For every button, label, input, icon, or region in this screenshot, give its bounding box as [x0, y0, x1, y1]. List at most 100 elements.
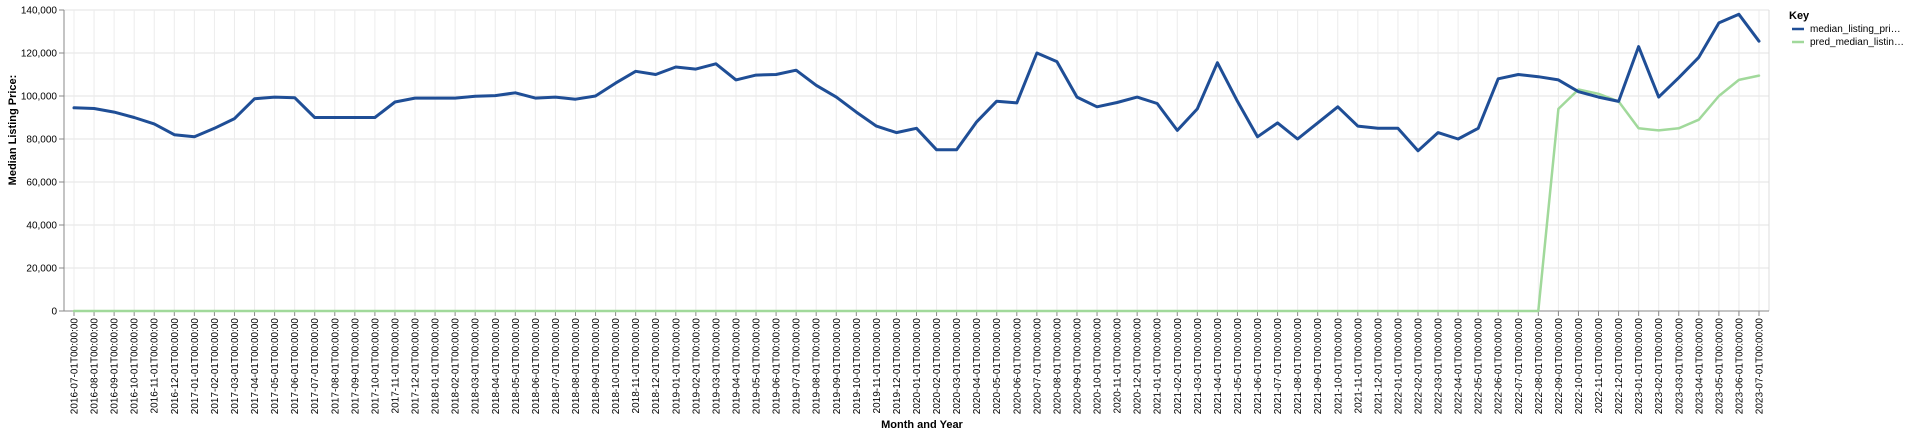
x-tick-label: 2020-01-01T00:00:00 [912, 318, 923, 415]
x-tick-label: 2023-05-01T00:00:00 [1714, 318, 1725, 415]
x-tick-label: 2019-01-01T00:00:00 [671, 318, 682, 415]
x-tick-label: 2020-09-01T00:00:00 [1072, 318, 1083, 415]
x-tick-label: 2022-07-01T00:00:00 [1514, 318, 1525, 415]
x-tick-label: 2018-11-01T00:00:00 [631, 318, 642, 414]
x-tick-label: 2023-04-01T00:00:00 [1694, 318, 1705, 415]
y-tick-label: 0 [51, 307, 57, 318]
x-tick-label: 2023-01-01T00:00:00 [1634, 318, 1645, 415]
legend-entry-label: median_listing_pri… [1810, 24, 1901, 35]
y-axis: 0 20,000 40,000 60,000 80,000 100,000 120,000 1… [21, 6, 65, 318]
x-tick-label: 2018-02-01T00:00:00 [451, 318, 462, 415]
x-tick-label: 2020-07-01T00:00:00 [1032, 318, 1043, 415]
x-tick-label: 2017-10-01T00:00:00 [370, 318, 381, 415]
x-tick-label: 2022-03-01T00:00:00 [1434, 318, 1445, 415]
x-tick-label: 2019-03-01T00:00:00 [711, 318, 722, 415]
y-tick-label: 140,000 [21, 6, 58, 17]
x-tick-label: 2020-03-01T00:00:00 [952, 318, 963, 415]
x-tick-label: 2018-10-01T00:00:00 [611, 318, 622, 415]
x-tick-label: 2017-06-01T00:00:00 [290, 318, 301, 415]
x-tick-label: 2021-08-01T00:00:00 [1293, 318, 1304, 415]
x-tick-label: 2018-12-01T00:00:00 [651, 318, 662, 415]
legend-title: Key [1789, 10, 1810, 22]
x-tick-label: 2020-06-01T00:00:00 [1012, 318, 1023, 415]
x-tick-label: 2021-12-01T00:00:00 [1373, 318, 1384, 415]
x-tick-label: 2018-08-01T00:00:00 [571, 318, 582, 415]
x-tick-label: 2018-01-01T00:00:00 [431, 318, 442, 415]
x-tick-label: 2019-06-01T00:00:00 [772, 318, 783, 415]
x-tick-label: 2017-01-01T00:00:00 [190, 318, 201, 415]
x-tick-label: 2022-11-01T00:00:00 [1594, 318, 1605, 414]
y-tick-label: 100,000 [21, 92, 58, 103]
x-axis-title: Month and Year [881, 419, 963, 431]
x-tick-label: 2017-09-01T00:00:00 [350, 318, 361, 415]
x-tick-label: 2022-09-01T00:00:00 [1554, 318, 1565, 415]
x-tick-label: 2022-10-01T00:00:00 [1574, 318, 1585, 415]
x-tick-label: 2019-07-01T00:00:00 [792, 318, 803, 415]
y-tick-label: 60,000 [26, 178, 57, 189]
x-tick-label: 2018-09-01T00:00:00 [591, 318, 602, 415]
legend-entry-label: pred_median_listin… [1810, 37, 1904, 48]
x-tick-label: 2021-10-01T00:00:00 [1333, 318, 1344, 415]
x-tick-label: 2022-04-01T00:00:00 [1454, 318, 1465, 415]
x-tick-label: 2019-02-01T00:00:00 [691, 318, 702, 415]
x-tick-label: 2022-06-01T00:00:00 [1494, 318, 1505, 415]
x-tick-label: 2021-07-01T00:00:00 [1273, 318, 1284, 415]
legend: Key median_listing_pri… pred_median_listi… [1789, 10, 1904, 48]
x-tick-label: 2020-12-01T00:00:00 [1133, 318, 1144, 415]
x-tick-label: 2021-01-01T00:00:00 [1153, 318, 1164, 415]
x-tick-label: 2018-03-01T00:00:00 [471, 318, 482, 415]
x-tick-label: 2020-11-01T00:00:00 [1113, 318, 1124, 414]
x-tick-label: 2016-09-01T00:00:00 [110, 318, 121, 415]
x-tick-label: 2021-06-01T00:00:00 [1253, 318, 1264, 415]
x-tick-label: 2019-12-01T00:00:00 [892, 318, 903, 415]
x-tick-label: 2021-03-01T00:00:00 [1193, 318, 1204, 415]
x-tick-label: 2020-10-01T00:00:00 [1093, 318, 1104, 415]
y-tick-label: 40,000 [26, 221, 57, 232]
x-tick-label: 2017-07-01T00:00:00 [310, 318, 321, 415]
x-tick-label: 2023-06-01T00:00:00 [1734, 318, 1745, 415]
x-tick-label: 2017-08-01T00:00:00 [330, 318, 341, 415]
series-line-1 [72, 12, 1761, 153]
x-tick-label: 2020-04-01T00:00:00 [972, 318, 983, 415]
y-tick-label: 120,000 [21, 49, 58, 60]
x-tick-label: 2018-07-01T00:00:00 [551, 318, 562, 415]
x-tick-label: 2017-02-01T00:00:00 [210, 318, 221, 415]
x-tick-label: 2019-11-01T00:00:00 [872, 318, 883, 414]
x-tick-label: 2019-08-01T00:00:00 [812, 318, 823, 415]
x-tick-label: 2020-02-01T00:00:00 [932, 318, 943, 415]
x-tick-label: 2018-05-01T00:00:00 [511, 318, 522, 415]
x-tick-label: 2020-05-01T00:00:00 [992, 318, 1003, 415]
x-tick-label: 2019-04-01T00:00:00 [731, 318, 742, 415]
x-tick-label: 2017-05-01T00:00:00 [270, 318, 281, 415]
x-tick-label: 2022-01-01T00:00:00 [1393, 318, 1404, 415]
series-lines [72, 12, 1761, 313]
x-tick-label: 2023-03-01T00:00:00 [1674, 318, 1685, 415]
x-tick-label: 2022-12-01T00:00:00 [1614, 318, 1625, 415]
x-tick-label: 2016-12-01T00:00:00 [170, 318, 181, 415]
x-tick-label: 2019-09-01T00:00:00 [832, 318, 843, 415]
x-tick-label: 2022-08-01T00:00:00 [1534, 318, 1545, 415]
x-tick-label: 2020-08-01T00:00:00 [1052, 318, 1063, 415]
x-tick-label: 2016-10-01T00:00:00 [130, 318, 141, 415]
x-tick-label: 2021-09-01T00:00:00 [1313, 318, 1324, 415]
x-tick-label: 2021-05-01T00:00:00 [1233, 318, 1244, 415]
series-line-2 [72, 74, 1761, 313]
x-tick-label: 2022-05-01T00:00:00 [1474, 318, 1485, 415]
x-tick-label: 2023-02-01T00:00:00 [1654, 318, 1665, 415]
x-tick-label: 2021-04-01T00:00:00 [1213, 318, 1224, 415]
x-tick-label: 2016-11-01T00:00:00 [150, 318, 161, 414]
x-tick-label: 2019-10-01T00:00:00 [852, 318, 863, 415]
x-tick-label: 2016-08-01T00:00:00 [90, 318, 101, 415]
y-tick-label: 20,000 [26, 264, 57, 275]
x-tick-label: 2017-04-01T00:00:00 [250, 318, 261, 415]
x-axis: 2016-07-01T00:00:00 2016-08-01T00:00:00 20… [64, 310, 1769, 415]
x-tick-label: 2021-02-01T00:00:00 [1173, 318, 1184, 415]
x-tick-label: 2023-07-01T00:00:00 [1755, 318, 1766, 415]
x-tick-label: 2016-07-01T00:00:00 [70, 318, 81, 415]
x-tick-label: 2019-05-01T00:00:00 [752, 318, 763, 415]
x-tick-label: 2017-11-01T00:00:00 [390, 318, 401, 414]
x-tick-label: 2022-02-01T00:00:00 [1413, 318, 1424, 415]
y-axis-title: Median Listing Price: [7, 75, 19, 186]
y-tick-label: 80,000 [26, 135, 57, 146]
